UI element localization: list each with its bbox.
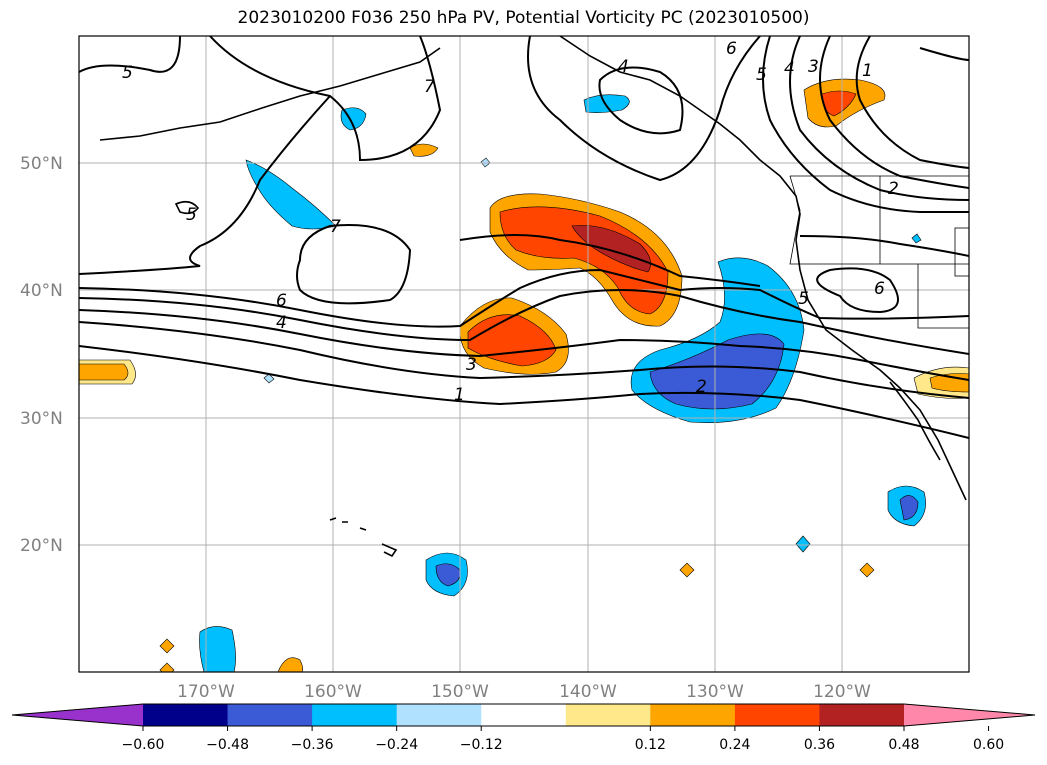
map-content: 5 7 6 4 5 4 3 1 5 7 6 4 3 1 2 5 6 2: [79, 36, 969, 672]
coastlines: [99, 36, 967, 558]
colorbar-tick-label: 0.36: [804, 737, 835, 753]
colorbar-ticks: −0.60 −0.48 −0.36 −0.24 −0.12 0.12 0.24 0.36 0.4…: [122, 726, 1004, 753]
colorbar-max-extension: [904, 704, 1035, 726]
lon-label-150w: 150°W: [431, 682, 489, 702]
contour-label: 1: [862, 61, 873, 81]
lon-label-120w: 120°W: [813, 682, 871, 702]
colorbar-cell: [396, 704, 482, 726]
lon-label-160w: 160°W: [304, 682, 362, 702]
colorbar-tick-label: −0.36: [291, 737, 334, 753]
lat-label-50n: 50°N: [20, 154, 63, 174]
colorbar-cell: [734, 704, 820, 726]
contour-label: 5: [122, 63, 133, 83]
pos-anomaly-south-small: [277, 657, 303, 672]
lat-label-30n: 30°N: [20, 409, 63, 429]
lon-label-130w: 130°W: [686, 682, 744, 702]
map-title: 2023010200 F036 250 hPa PV, Potential Vo…: [237, 8, 810, 28]
neg-anomaly-gulf-alaska: [583, 94, 630, 113]
map-frame: [78, 35, 970, 673]
contour-label: 7: [330, 217, 341, 237]
colorbar-tick-label: 0.48: [888, 737, 919, 753]
neg-anomaly-tiny-b: [263, 373, 275, 384]
contour-label: 6: [276, 291, 287, 311]
contour-label: 3: [808, 57, 819, 77]
colorbar-cell: [143, 704, 229, 726]
colorbar-tick-label: −0.24: [375, 737, 418, 753]
contour-label: 2: [888, 179, 899, 199]
colorbar-tick-label: −0.12: [460, 737, 503, 753]
pos-anomaly-tiny-b: [159, 662, 175, 672]
lon-label-140w: 140°W: [559, 682, 617, 702]
colorbar-tick-label: −0.48: [206, 737, 249, 753]
colorbar-tick-label: −0.60: [122, 737, 165, 753]
pos-anomaly-central-north-core: [499, 206, 669, 315]
colorbar-cell: [227, 704, 313, 726]
colorbar-cell: [565, 704, 651, 726]
pos-anomaly-west-edge-core: [79, 363, 129, 381]
contour-label: 5: [186, 205, 197, 225]
pv-fill-layer: [79, 78, 969, 672]
colorbar-cell: [481, 704, 567, 726]
contour-label-group: 5 7 6 4 5 4 3 1 5 7 6 4 3 1 2 5 6 2: [122, 39, 899, 405]
pos-anomaly-aleutian-small: [409, 143, 439, 157]
pos-anomaly-tiny-d: [859, 562, 875, 578]
contour-label: 6: [874, 279, 885, 299]
contour-label: 4: [276, 313, 287, 333]
colorbar-cells: [143, 704, 905, 726]
contour-label: 3: [466, 355, 477, 375]
longitude-labels: 170°W 160°W 150°W 140°W 130°W 120°W: [177, 682, 871, 702]
colorbar-min-extension: [12, 704, 143, 726]
contour-label: 2: [696, 377, 707, 397]
contour-label: 5: [798, 289, 809, 309]
contour-label: 1: [454, 385, 465, 405]
colorbar-cell: [312, 704, 398, 726]
neg-anomaly-baja-core: [899, 495, 919, 521]
lon-label-170w: 170°W: [177, 682, 235, 702]
colorbar-tick-label: 0.24: [719, 737, 750, 753]
neg-anomaly-central-core: [649, 333, 785, 410]
contour-label: 4: [618, 57, 629, 77]
contour-label: 6: [726, 39, 737, 59]
graticule: [79, 36, 969, 672]
contour-label: 5: [756, 65, 767, 85]
neg-anomaly-south-west: [199, 626, 236, 672]
colorbar-tick-label: 0.60: [973, 737, 1004, 753]
contour-label: 4: [784, 59, 795, 79]
neg-anomaly-tiny-d: [911, 233, 922, 244]
latitude-labels: 50°N 40°N 30°N 20°N: [20, 154, 63, 556]
colorbar: −0.60 −0.48 −0.36 −0.24 −0.12 0.12 0.24 0.36 0.4…: [11, 703, 1036, 753]
neg-anomaly-hawaii-core: [435, 563, 461, 587]
pos-anomaly-tiny-c: [679, 562, 695, 578]
contour-label: 7: [424, 77, 435, 97]
pos-anomaly-tiny-a: [159, 638, 175, 654]
neg-anomaly-tiny-c: [795, 535, 811, 553]
pv-contours: [79, 36, 969, 439]
colorbar-cell: [650, 704, 736, 726]
lat-label-20n: 20°N: [20, 536, 63, 556]
colorbar-cell: [819, 704, 905, 726]
colorbar-tick-label: 0.12: [635, 737, 666, 753]
lat-label-40n: 40°N: [20, 281, 63, 301]
neg-anomaly-northwest-band: [245, 159, 337, 230]
